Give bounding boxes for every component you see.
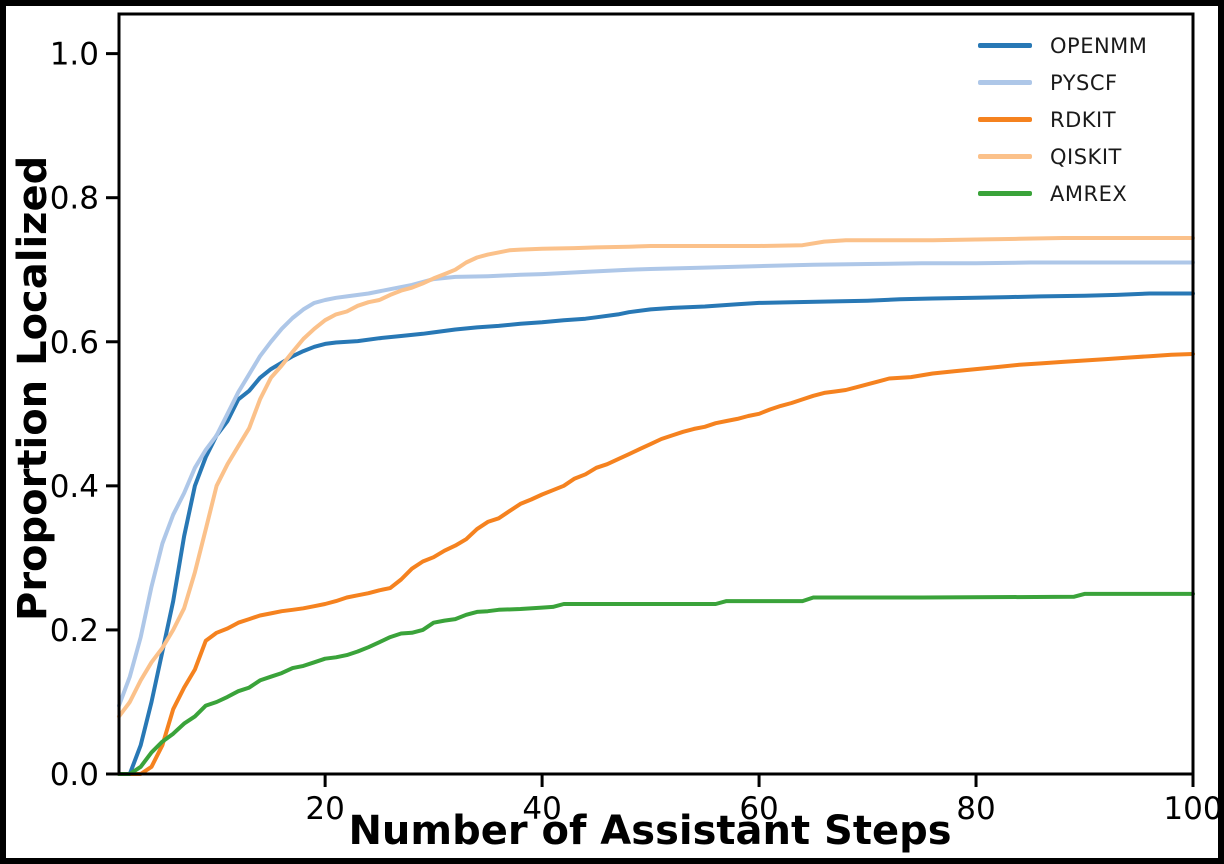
legend-item-qiskit: QISKIT (978, 138, 1147, 175)
legend-item-amrex: AMREX (978, 175, 1147, 212)
legend-item-pyscf: PYSCF (978, 64, 1147, 101)
legend-swatch-amrex (978, 191, 1032, 196)
y-tick-label: 0.6 (50, 325, 99, 361)
legend-item-rdkit: RDKIT (978, 101, 1147, 138)
y-tick-label: 0.4 (50, 469, 99, 505)
line-chart: 20 40 60 80 100 0.0 0.2 0.4 0.6 0.8 1.0 (50, 12, 1222, 827)
legend-label-qiskit: QISKIT (1050, 144, 1122, 169)
x-tick-label: 60 (739, 791, 778, 827)
legend-swatch-rdkit (978, 117, 1032, 122)
legend-label-openmm: OPENMM (1050, 33, 1148, 58)
y-tick-label: 0.2 (50, 613, 99, 649)
series-line-qiskit (117, 236, 1195, 719)
y-tick-label: 0.8 (50, 181, 99, 217)
legend-label-pyscf: PYSCF (1050, 70, 1118, 95)
legend-item-openmm: OPENMM (978, 27, 1147, 64)
legend-swatch-openmm (978, 43, 1032, 48)
legend-label-amrex: AMREX (1050, 181, 1128, 206)
y-axis-label: Proportion Localized (10, 155, 56, 621)
series-line-pyscf (117, 260, 1195, 708)
legend-label-rdkit: RDKIT (1050, 107, 1117, 132)
x-tick-label: 40 (522, 791, 561, 827)
x-tick-label: 100 (1163, 791, 1222, 827)
legend-swatch-qiskit (978, 154, 1032, 159)
axes-spines (117, 12, 1195, 776)
legend: OPENMM PYSCF RDKIT QISKIT AMREX (978, 27, 1147, 212)
x-tick-label: 20 (305, 791, 344, 827)
y-tick-label: 1.0 (50, 37, 99, 73)
x-axis-label: Number of Assistant Steps (348, 808, 952, 854)
x-tick-label: 80 (956, 791, 995, 827)
legend-swatch-pyscf (978, 80, 1032, 85)
y-tick-label: 0.0 (50, 757, 99, 793)
series-line-amrex (117, 591, 1195, 776)
series-line-rdkit (117, 352, 1195, 776)
